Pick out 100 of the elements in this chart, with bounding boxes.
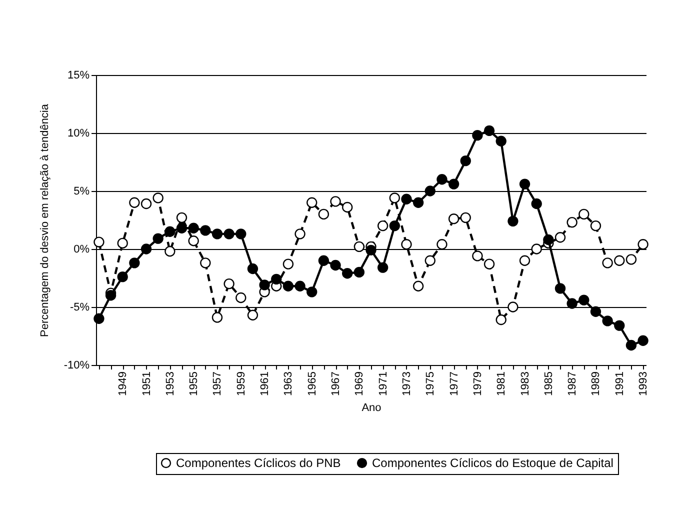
y-tick-label: -5% — [70, 302, 90, 314]
point — [401, 194, 412, 204]
point — [436, 239, 448, 250]
x-tick-label: 1985 — [542, 372, 555, 396]
point — [152, 233, 164, 244]
point — [554, 232, 566, 243]
point — [554, 283, 566, 294]
y-axis-title: Percentagem do desvio em relação à tendência — [38, 103, 51, 337]
point — [424, 255, 436, 266]
point — [590, 306, 602, 317]
point — [448, 178, 460, 190]
point — [377, 262, 388, 273]
x-tick-label: 1953 — [164, 372, 176, 396]
x-tick-label: 1967 — [330, 372, 342, 396]
point — [224, 278, 234, 290]
point — [236, 292, 246, 304]
point — [247, 310, 258, 320]
point — [176, 212, 188, 224]
point — [306, 286, 318, 298]
x-tick-label: 1983 — [519, 372, 532, 396]
x-tick-label: 1963 — [282, 372, 295, 396]
legend-label: Componentes Cíclicos do Estoque de Capital — [372, 456, 614, 470]
point — [614, 320, 625, 331]
point — [330, 260, 341, 271]
point — [236, 228, 246, 240]
x-tick-label: 1989 — [590, 372, 602, 396]
x-tick-label: 1949 — [117, 372, 130, 396]
y-tick-label: -10% — [64, 360, 90, 372]
x-tick-label: 1951 — [140, 372, 153, 396]
point — [436, 174, 448, 185]
point — [508, 216, 518, 226]
point — [496, 136, 506, 146]
x-tick-label: 1993 — [638, 372, 650, 396]
point — [224, 228, 234, 240]
point — [412, 280, 424, 292]
point — [318, 208, 330, 220]
point — [424, 186, 436, 196]
point — [508, 302, 518, 312]
point — [140, 198, 152, 210]
point — [282, 280, 294, 292]
y-tick-label: 5% — [74, 186, 90, 198]
point — [602, 316, 613, 326]
point — [626, 340, 637, 351]
point — [152, 192, 164, 204]
x-tick-label: 1969 — [354, 372, 366, 396]
point — [543, 234, 554, 246]
point — [259, 280, 270, 290]
point — [164, 226, 176, 237]
point — [602, 258, 613, 268]
point — [389, 220, 400, 232]
point — [94, 236, 104, 248]
point — [401, 239, 412, 250]
point — [247, 263, 258, 274]
point — [212, 312, 223, 323]
point — [366, 244, 376, 256]
y-tick-label: 10% — [67, 128, 90, 140]
point — [330, 196, 341, 207]
point — [519, 255, 530, 266]
point — [626, 254, 637, 265]
point — [306, 197, 318, 208]
point — [129, 258, 140, 268]
point — [531, 198, 542, 210]
point — [578, 294, 590, 306]
point — [342, 268, 353, 279]
x-tick-label: 1979 — [472, 372, 484, 396]
point — [638, 239, 648, 250]
point — [519, 178, 530, 190]
point — [472, 250, 483, 262]
x-tick-label: 1991 — [614, 372, 626, 396]
point — [200, 258, 211, 268]
legend-label: Componentes Cíclicos do PNB — [176, 456, 341, 470]
point — [188, 222, 199, 234]
point — [294, 228, 306, 240]
point — [164, 246, 176, 257]
point — [566, 298, 578, 309]
point — [140, 244, 152, 254]
x-tick-label: 1965 — [306, 372, 318, 396]
point — [354, 241, 365, 252]
point — [389, 192, 400, 204]
point — [412, 197, 424, 208]
point — [590, 220, 602, 232]
point — [188, 236, 199, 246]
point — [271, 274, 282, 284]
point — [472, 130, 483, 141]
point — [484, 125, 495, 136]
x-tick-label: 1977 — [448, 372, 460, 396]
x-tick-label: 1981 — [496, 372, 508, 396]
point — [460, 212, 471, 224]
x-tick-label: 1959 — [235, 372, 248, 396]
y-tick-label: 15% — [67, 70, 90, 82]
point — [531, 244, 542, 254]
point — [212, 228, 223, 240]
point — [94, 313, 104, 324]
y-tick-label: 0% — [74, 244, 90, 256]
point — [117, 272, 128, 282]
point — [638, 335, 648, 346]
point — [342, 202, 353, 213]
point — [294, 280, 306, 292]
point — [354, 266, 365, 278]
point — [460, 156, 471, 166]
